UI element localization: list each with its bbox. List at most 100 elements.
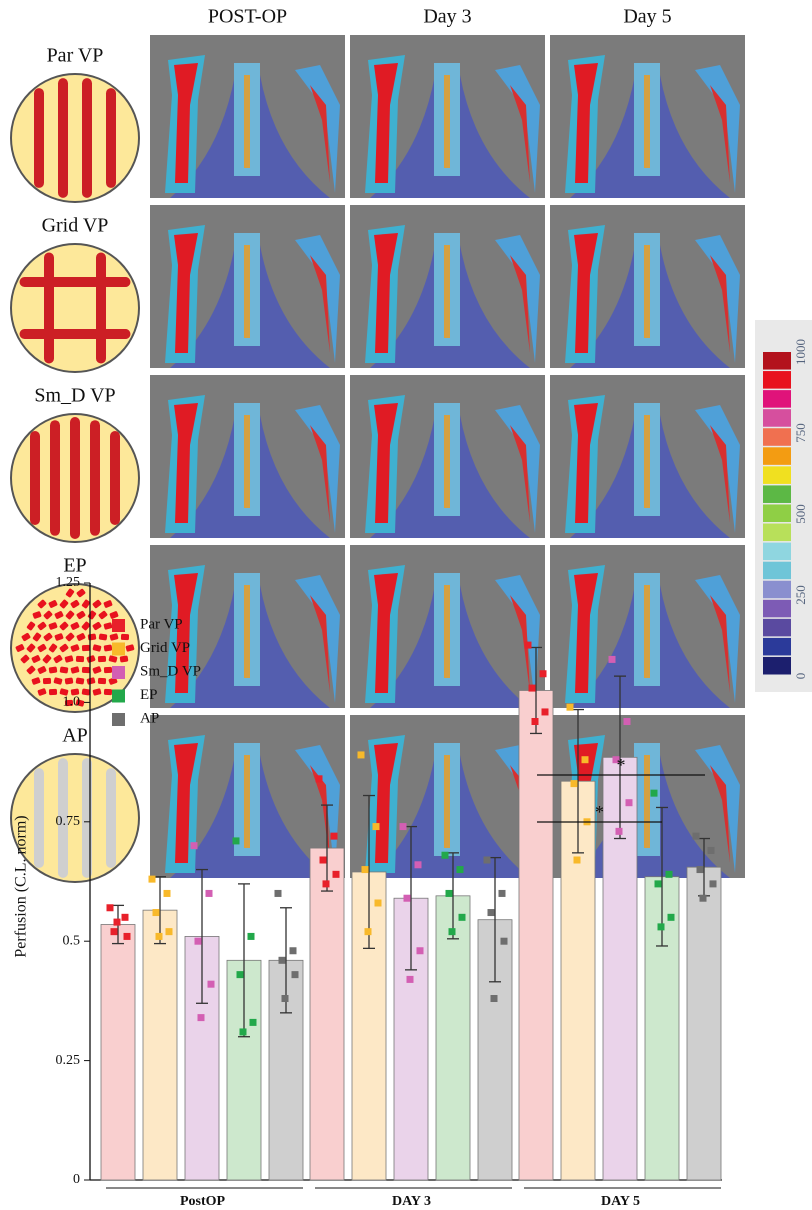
- colorbar-swatch: [763, 466, 791, 484]
- data-point: [655, 880, 662, 887]
- bar: [519, 690, 553, 1180]
- colorbar-swatch: [763, 619, 791, 637]
- data-point: [499, 890, 506, 897]
- colorbar-swatch: [763, 390, 791, 408]
- bar: [687, 867, 721, 1180]
- x-tick-label: PostOP: [180, 1194, 226, 1209]
- data-point: [373, 823, 380, 830]
- scaffold-strut: [96, 253, 106, 364]
- data-point: [208, 981, 215, 988]
- data-point: [532, 718, 539, 725]
- data-point: [164, 890, 171, 897]
- data-point: [624, 718, 631, 725]
- data-point: [415, 861, 422, 868]
- significance-label: *: [595, 802, 604, 822]
- scaffold-dot: [49, 666, 58, 673]
- data-point: [362, 866, 369, 873]
- data-point: [668, 914, 675, 921]
- y-tick-label: 0.5: [63, 933, 81, 948]
- data-point: [375, 899, 382, 906]
- row-label: AP: [62, 725, 88, 747]
- bar: [101, 924, 135, 1180]
- colorbar-swatch: [763, 562, 791, 580]
- data-point: [358, 751, 365, 758]
- data-point: [333, 871, 340, 878]
- data-point: [407, 976, 414, 983]
- legend-swatch: [112, 619, 125, 632]
- data-point: [248, 933, 255, 940]
- x-tick-label: DAY 3: [392, 1194, 431, 1209]
- data-point: [417, 947, 424, 954]
- scaffold-dot: [88, 633, 97, 640]
- image-tail-core: [444, 415, 450, 508]
- legend-swatch: [112, 643, 125, 656]
- image-tail-core: [644, 585, 650, 678]
- colorbar-swatch: [763, 524, 791, 542]
- scaffold-strut: [106, 88, 116, 188]
- data-point: [191, 842, 198, 849]
- legend-swatch: [112, 713, 125, 726]
- legend-label: EP: [140, 687, 158, 703]
- scaffold-dot: [104, 644, 113, 651]
- scaffold-dot: [76, 677, 85, 684]
- data-point: [442, 852, 449, 859]
- data-point: [491, 995, 498, 1002]
- image-tail-core: [244, 245, 250, 338]
- colorbar-swatch: [763, 600, 791, 618]
- data-point: [582, 756, 589, 763]
- image-tail-core: [644, 75, 650, 168]
- data-point: [571, 780, 578, 787]
- image-tail-core: [644, 755, 650, 848]
- data-point: [400, 823, 407, 830]
- scaffold-dot: [121, 634, 129, 640]
- data-point: [501, 938, 508, 945]
- colorbar-tick-label: 250: [793, 585, 808, 605]
- scaffold-icon: [11, 244, 139, 372]
- legend-label: Grid VP: [140, 640, 190, 656]
- colorbar-swatch: [763, 657, 791, 675]
- image-tail-core: [444, 755, 450, 848]
- colorbar-swatch: [763, 371, 791, 389]
- scaffold-dot: [49, 689, 57, 695]
- scaffold-strut: [58, 78, 68, 198]
- colorbar-swatch: [763, 352, 791, 370]
- image-tail-core: [244, 75, 250, 168]
- colorbar-tick-label: 1000: [793, 339, 808, 365]
- scaffold-strut: [44, 253, 54, 364]
- colorbar-swatch: [763, 409, 791, 427]
- image-tail-core: [244, 755, 250, 848]
- scaffold-strut: [82, 78, 92, 198]
- data-point: [567, 704, 574, 711]
- scaffold-dot: [99, 633, 108, 640]
- data-point: [316, 775, 323, 782]
- data-point: [710, 880, 717, 887]
- data-point: [114, 919, 121, 926]
- bar: [310, 848, 344, 1180]
- data-point: [149, 876, 156, 883]
- scaffold-dot: [43, 678, 51, 684]
- data-point: [693, 833, 700, 840]
- colorbar-swatch: [763, 504, 791, 522]
- scaffold-dot: [65, 677, 74, 684]
- data-point: [457, 866, 464, 873]
- scaffold-dot: [98, 678, 106, 684]
- scaffold-strut: [50, 420, 60, 536]
- image-tail-core: [644, 245, 650, 338]
- scaffold-strut: [110, 431, 120, 525]
- colorbar-swatch: [763, 638, 791, 656]
- data-point: [275, 890, 282, 897]
- column-header: Day 5: [623, 6, 671, 28]
- image-tail-core: [644, 415, 650, 508]
- image-tail-core: [444, 585, 450, 678]
- data-point: [459, 914, 466, 921]
- data-point: [198, 1014, 205, 1021]
- colorbar-tick-label: 0: [793, 673, 808, 680]
- legend-label: Sm_D VP: [140, 663, 201, 679]
- image-tail-core: [444, 75, 450, 168]
- data-point: [156, 933, 163, 940]
- data-point: [488, 909, 495, 916]
- significance-label: *: [617, 755, 626, 775]
- colorbar-swatch: [763, 543, 791, 561]
- scaffold-strut: [30, 431, 40, 525]
- data-point: [111, 928, 118, 935]
